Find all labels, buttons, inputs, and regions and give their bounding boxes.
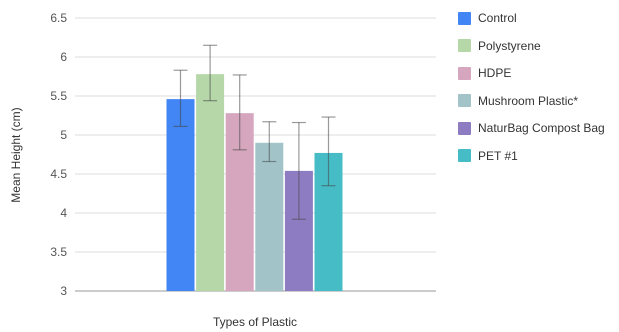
error-bar: [262, 121, 277, 163]
bar-mushroom-plastic: [255, 142, 284, 291]
legend-swatch: [458, 66, 471, 80]
legend-item: PET #1: [458, 148, 605, 164]
legend-swatch: [458, 149, 471, 162]
bars: [166, 74, 343, 292]
legend-swatch: [458, 121, 471, 135]
legend-item: HDPE: [458, 65, 605, 81]
legend-item: Mushroom Plastic*: [458, 93, 605, 109]
legend-label: Control: [478, 11, 517, 25]
y-tick-label: 3.5: [50, 245, 67, 259]
legend-swatch: [458, 94, 471, 107]
y-tick-label: 4.5: [50, 167, 67, 181]
legend-swatch: [458, 39, 471, 52]
error-bar: [291, 121, 306, 220]
error-bars: [173, 44, 336, 220]
error-bar: [173, 69, 188, 128]
legend: Control Polystyrene HDPE Mushroom Plastic* N…: [458, 10, 605, 175]
y-tick-label: 6: [60, 50, 67, 64]
legend-item: Polystyrene: [458, 38, 605, 54]
y-tick-label: 4: [60, 206, 67, 220]
legend-item: NaturBag Compost Bag: [458, 120, 605, 136]
y-tick-label: 5.5: [50, 89, 67, 103]
legend-label: Mushroom Plastic*: [478, 93, 579, 108]
error-bar: [321, 116, 336, 187]
y-tick-label: 3: [60, 284, 67, 298]
legend-label: NaturBag Compost Bag: [478, 121, 605, 135]
y-axis-ticks: 3 3.5 4 4.5 5 5.5 6 6.5: [50, 11, 67, 298]
bar-control: [166, 99, 195, 292]
legend-swatch: [458, 11, 471, 25]
legend-label: HDPE: [478, 66, 512, 80]
error-bar: [203, 44, 218, 102]
y-tick-label: 5: [60, 128, 67, 142]
legend-label: PET #1: [478, 148, 518, 163]
y-tick-label: 6.5: [50, 11, 67, 25]
legend-item: Control: [458, 10, 605, 26]
bar-polystyrene: [196, 74, 225, 291]
x-axis-title: Types of Plastic: [213, 315, 297, 329]
error-bar: [232, 74, 247, 151]
legend-label: Polystyrene: [478, 38, 541, 53]
y-axis-title: Mean Height (cm): [9, 107, 23, 202]
